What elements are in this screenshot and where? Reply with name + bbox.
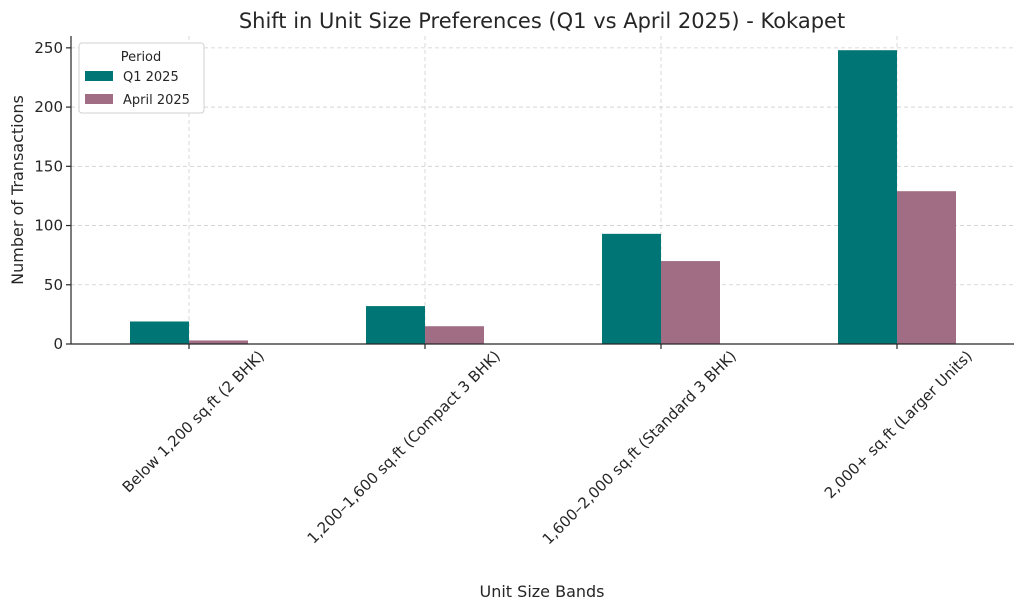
bar-april-2025 <box>189 340 248 344</box>
y-axis-label: Number of Transactions <box>8 95 27 285</box>
bar-q1-2025 <box>602 233 661 344</box>
x-tick-label: 1,200–1,600 sq.ft (Compact 3 BHK) <box>304 347 504 547</box>
chart-title: Shift in Unit Size Preferences (Q1 vs Ap… <box>239 9 845 33</box>
bar-q1-2025 <box>366 306 425 344</box>
bar-q1-2025 <box>838 50 897 344</box>
bar-april-2025 <box>897 191 956 344</box>
y-ticks: 0 50 100 150 200 250 <box>34 39 71 353</box>
bar-april-2025 <box>661 261 720 344</box>
x-axis-label: Unit Size Bands <box>480 582 605 601</box>
legend-label-april-2025: April 2025 <box>123 93 190 108</box>
legend: Period Q1 2025 April 2025 <box>78 42 205 114</box>
legend-label-q1-2025: Q1 2025 <box>123 70 179 85</box>
legend-swatch-april-2025 <box>85 94 113 104</box>
y-tick-label: 200 <box>34 98 63 116</box>
y-tick-label: 50 <box>44 276 63 294</box>
x-ticks: Below 1,200 sq.ft (2 BHK) 1,200–1,600 sq.… <box>119 344 976 548</box>
legend-title: Period <box>121 50 162 65</box>
x-tick-label: 2,000+ sq.ft (Larger Units) <box>821 347 976 502</box>
axes <box>70 36 1014 345</box>
y-tick-label: 0 <box>53 335 63 353</box>
y-tick-label: 100 <box>34 217 63 235</box>
y-tick-label: 150 <box>34 157 63 175</box>
y-tick-label: 250 <box>34 39 63 57</box>
x-tick-label: 1,600–2,000 sq.ft (Standard 3 BHK) <box>539 347 740 548</box>
bar-q1-2025 <box>130 321 189 344</box>
legend-swatch-q1-2025 <box>85 71 113 81</box>
x-tick-label: Below 1,200 sq.ft (2 BHK) <box>119 347 268 496</box>
bars <box>130 50 956 344</box>
bar-april-2025 <box>425 326 484 344</box>
